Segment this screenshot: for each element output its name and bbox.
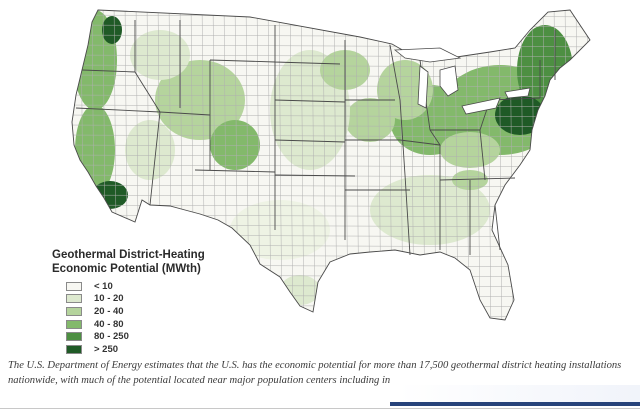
- legend-title-line2: Economic Potential (MWth): [52, 263, 201, 275]
- state-borders: [71, 9, 591, 321]
- map-legend: Geothermal District-Heating Economic Pot…: [52, 248, 252, 356]
- legend-title-line1: Geothermal District-Heating: [52, 249, 205, 261]
- legend-item: 20 - 40: [52, 305, 252, 318]
- legend-swatch: [66, 344, 82, 354]
- figure-caption: The U.S. Department of Energy estimates …: [8, 358, 632, 388]
- legend-item: > 250: [52, 343, 252, 356]
- bottom-accent-bar: [390, 402, 640, 406]
- legend-item: 80 - 250: [52, 330, 252, 343]
- legend-title: Geothermal District-Heating Economic Pot…: [52, 248, 252, 276]
- lakes: [393, 47, 531, 115]
- caption-line1: The U.S. Department of Energy estimates …: [8, 360, 622, 371]
- legend-swatch: [66, 294, 82, 304]
- legend-label: 20 - 40: [94, 305, 124, 317]
- legend-label: 80 - 250: [94, 331, 129, 343]
- legend-item: < 10: [52, 280, 252, 293]
- legend-swatch: [66, 319, 82, 329]
- bottom-rule: [0, 408, 640, 409]
- legend-label: 10 - 20: [94, 293, 124, 305]
- caption-line2: nationwide, with much of the potential l…: [8, 375, 391, 386]
- us-county-map: [71, 9, 591, 321]
- legend-label: > 250: [94, 343, 119, 355]
- legend-swatch: [66, 281, 82, 291]
- legend-swatch: [66, 332, 82, 342]
- caption-overlay: [398, 385, 640, 403]
- legend-label: < 10: [94, 280, 113, 292]
- legend-item: 10 - 20: [52, 293, 252, 306]
- legend-items: < 10 10 - 20 20 - 40 40 - 80 80 - 250 > 250: [52, 280, 252, 356]
- legend-item: 40 - 80: [52, 318, 252, 331]
- legend-swatch: [66, 306, 82, 316]
- legend-label: 40 - 80: [94, 318, 124, 330]
